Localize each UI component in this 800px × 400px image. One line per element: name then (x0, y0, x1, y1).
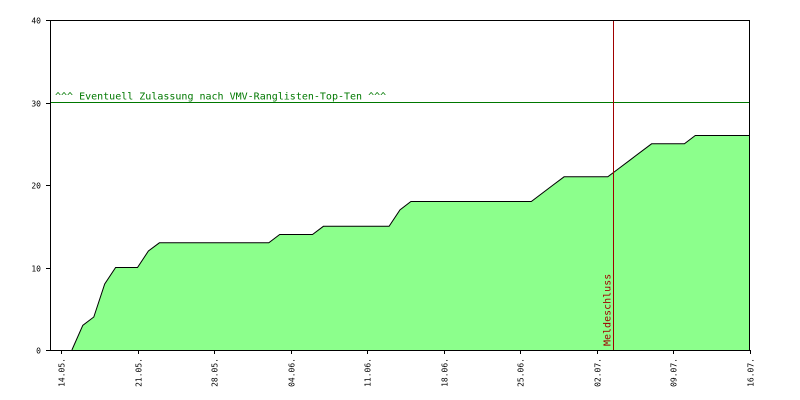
x-tick-label: 16.07. (747, 358, 756, 387)
y-tick-label: 40 (31, 17, 41, 26)
y-tick-label: 10 (31, 265, 41, 274)
x-tick-label: 09.07. (670, 358, 679, 387)
y-tick-label: 0 (36, 347, 41, 356)
x-tick-label: 25.06. (517, 358, 526, 387)
series-line (71, 135, 750, 351)
x-axis: 14.05. 21.05. 28.05. 04.06. 11.06. 18.06. 25.0… (58, 350, 756, 387)
y-tick-label: 30 (31, 100, 41, 109)
plot-frame (50, 20, 750, 351)
threshold-label: ^^^ Eventuell Zulassung nach VMV-Ranglis… (55, 92, 386, 103)
x-tick-label: 18.06. (441, 358, 450, 387)
y-axis: 0 10 20 30 40 (31, 17, 50, 356)
x-tick-label: 21.05. (135, 358, 144, 387)
deadline-label: Meldeschluss (603, 274, 614, 346)
x-tick-label: 11.06. (364, 358, 373, 387)
x-tick-label: 04.06. (288, 358, 297, 387)
x-tick-label: 02.07. (594, 358, 603, 387)
x-tick-label: 28.05. (211, 358, 220, 387)
reference-lines: ^^^ Eventuell Zulassung nach VMV-Ranglis… (50, 20, 750, 350)
area-layer (71, 135, 750, 351)
series-area (71, 135, 750, 350)
y-tick-label: 20 (31, 182, 41, 191)
x-tick-label: 14.05. (58, 358, 67, 387)
